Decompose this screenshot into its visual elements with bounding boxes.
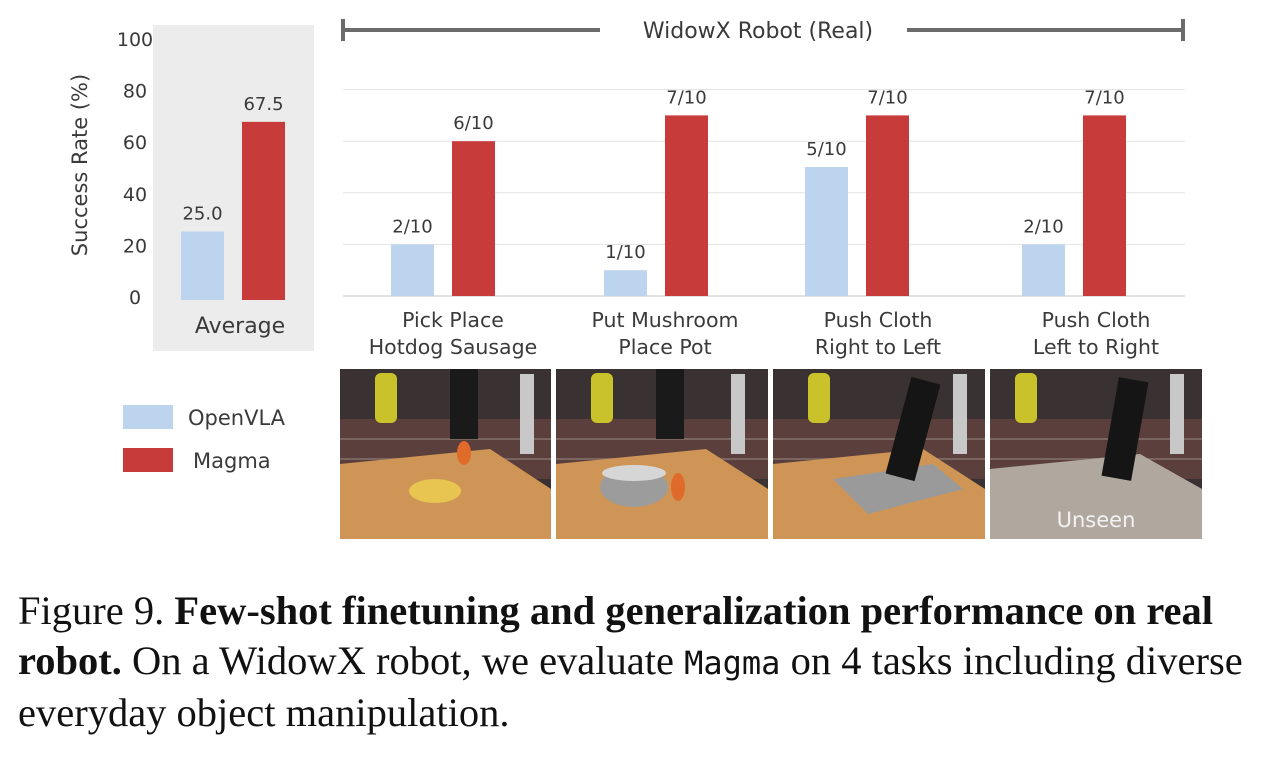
x-tick-label-average: Average (195, 314, 285, 339)
legend: OpenVLA Magma (123, 405, 286, 473)
task-panel-title: WidowX Robot (Real) (643, 19, 873, 44)
bars (181, 115, 1126, 300)
y-tick-label: 80 (123, 81, 147, 103)
data-label-task-3-openvla: 5/10 (806, 139, 846, 160)
data-label-task-3-magma: 7/10 (867, 87, 907, 108)
y-tick-label: 40 (123, 184, 147, 206)
data-label-average-openvla: 25.0 (182, 204, 222, 225)
y-tick-label: 100 (117, 29, 153, 51)
figure-caption: Figure 9. Few-shot finetuning and genera… (18, 586, 1274, 738)
bar-task-1-openvla (391, 244, 434, 296)
caption-text-b: on 4 tasks including diverse everyday ob… (18, 638, 1243, 735)
caption-text-a: On a WidowX robot, we evaluate (132, 638, 674, 683)
labels: 0 20 40 60 80 100 25.0 67.5 Average 2/10 6/10 Pick … (117, 29, 1159, 359)
y-axis-label: Success Rate (%) (68, 74, 92, 256)
bar-task-2-openvla (604, 270, 647, 296)
x-tick-label-task-4: Push Cloth (1042, 308, 1151, 332)
legend-label-openvla: OpenVLA (188, 406, 286, 430)
task-panel-bracket (341, 19, 1185, 41)
legend-label-magma: Magma (193, 449, 271, 473)
photo-push-cloth-left-right: Unseen (990, 369, 1202, 539)
bar-chart: 0 20 40 60 80 100 25.0 67.5 Average 2/10 6/10 Pick … (68, 19, 1185, 473)
bar-average-openvla (181, 231, 224, 300)
data-label-task-2-magma: 7/10 (666, 87, 706, 108)
y-tick-label: 0 (129, 287, 141, 309)
bar-task-3-magma (866, 115, 909, 297)
unseen-label: Unseen (1057, 508, 1136, 532)
data-label-task-1-magma: 6/10 (453, 113, 493, 134)
average-panel-background (153, 25, 314, 351)
legend-swatch-magma (123, 448, 173, 472)
bar-task-4-openvla (1022, 244, 1065, 296)
data-label-task-1-openvla: 2/10 (392, 216, 432, 237)
caption-bold-title: Few-shot finetuning and generalization p… (18, 588, 1214, 683)
data-label-task-2-openvla: 1/10 (605, 242, 645, 263)
x-tick-label-task-3: Right to Left (815, 335, 941, 359)
legend-swatch-openvla (123, 405, 173, 429)
caption-model-name: Magma (684, 644, 781, 682)
photo-pick-place-hotdog (340, 369, 551, 539)
x-tick-label-task-2: Place Pot (618, 335, 711, 359)
bar-task-3-openvla (805, 167, 848, 296)
data-label-average-magma: 67.5 (243, 94, 283, 115)
bar-task-4-magma (1083, 115, 1126, 297)
bar-average-magma (242, 121, 285, 300)
bar-task-1-magma (452, 141, 495, 296)
data-label-task-4-magma: 7/10 (1084, 87, 1124, 108)
photo-put-mushroom (556, 369, 768, 539)
caption-figure-number: Figure 9. (18, 588, 165, 633)
y-tick-label: 60 (123, 132, 147, 154)
bar-task-2-magma (665, 115, 708, 297)
x-tick-label-task-1: Pick Place (402, 308, 504, 332)
y-tick-label: 20 (123, 235, 147, 257)
x-tick-label-task-1: Hotdog Sausage (369, 335, 538, 359)
x-tick-label-task-3: Push Cloth (824, 308, 933, 332)
x-tick-label-task-2: Put Mushroom (592, 308, 739, 332)
photo-push-cloth-right-left (773, 369, 985, 539)
x-tick-label-task-4: Left to Right (1033, 335, 1159, 359)
data-label-task-4-openvla: 2/10 (1023, 216, 1063, 237)
